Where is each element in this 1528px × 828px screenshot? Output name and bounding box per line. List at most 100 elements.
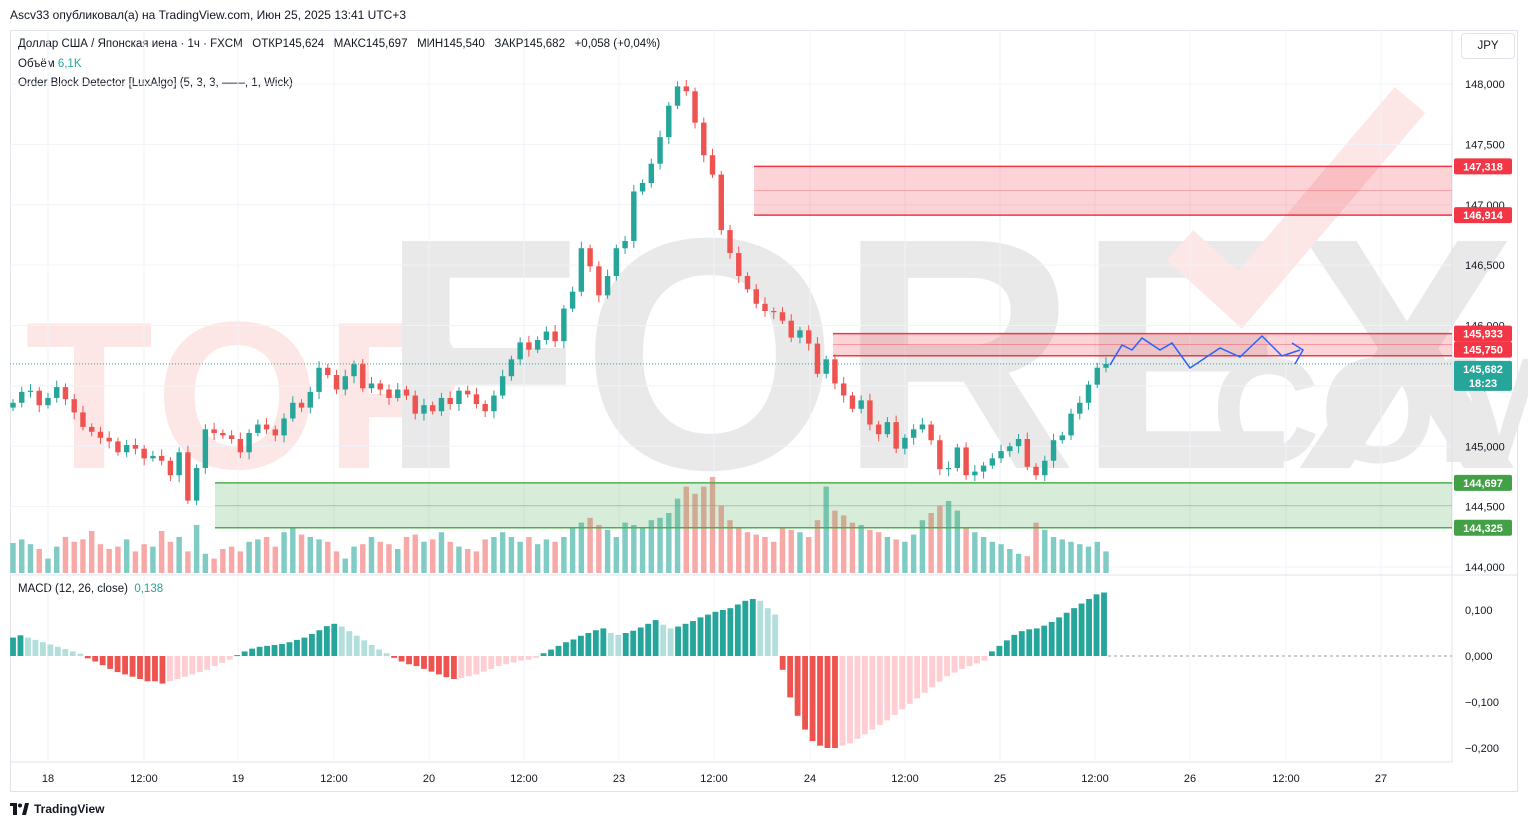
volume-bar	[62, 537, 69, 573]
volume-bar	[701, 486, 707, 573]
bearish-candle	[97, 431, 104, 438]
time-tick-label: 25	[994, 773, 1006, 785]
time-tick-label: 26	[1184, 773, 1196, 785]
macd-axis[interactable]: 0,100 0,000 −0,100 −0,200	[1465, 605, 1499, 755]
macd-legend[interactable]: MACD (12, 26, close) 0,138	[18, 583, 163, 595]
bearish-candle	[875, 424, 882, 435]
volume-bar	[27, 544, 34, 573]
publisher-line: Ascv33 опубликовал(а) на TradingView.com…	[10, 8, 407, 22]
macd-bar	[196, 656, 203, 673]
volume-bar	[255, 539, 261, 573]
macd-bar	[368, 644, 375, 656]
bearish-candle	[71, 399, 77, 413]
time-tick-label: 12:00	[320, 773, 348, 785]
volume-bar	[1077, 544, 1083, 573]
volume-bar	[97, 544, 104, 573]
time-axis[interactable]: 18 12:00 19 12:00 20 12:00 23 12:00 24 12:00 25 12:…	[42, 773, 1387, 785]
bullish-candle	[123, 445, 130, 453]
bearish-candle	[272, 429, 279, 436]
volume-bar	[867, 529, 873, 573]
order-block-zones	[10, 165, 1452, 529]
macd-bar	[996, 645, 1003, 656]
open-value: 145,624	[282, 38, 325, 50]
macd-bar	[286, 642, 293, 656]
macd-bar	[241, 651, 248, 656]
bear-zone2-top-badge-text: 145,933	[1463, 329, 1503, 341]
macd-bar	[779, 656, 786, 670]
macd-bar	[981, 656, 988, 661]
macd-bar	[47, 644, 54, 656]
time-tick-label: 12:00	[1081, 773, 1109, 785]
macd-bar	[891, 656, 898, 715]
volume-bar	[447, 541, 453, 573]
bearish-candle	[727, 230, 733, 254]
indicator-title: Order Block Detector [LuxAlgo] (5, 3, 3,…	[18, 77, 293, 89]
volume-bar	[840, 515, 847, 573]
symbol-ohlc-row[interactable]: Доллар США / Японская иена · 1ч · FXCM О…	[18, 35, 660, 55]
bullish-candle	[1103, 363, 1109, 368]
bullish-candle	[202, 429, 209, 468]
time-tick-label: 19	[232, 773, 244, 785]
macd-bar	[443, 656, 450, 678]
bear-zone-bottom-badge-text: 146,914	[1463, 210, 1504, 222]
volume-bar	[613, 537, 620, 573]
brand-name: TradingView	[34, 802, 105, 816]
tradingview-logo[interactable]: TradingView	[10, 802, 104, 816]
time-tick-label: 18	[42, 773, 54, 785]
bullish-candle	[884, 422, 891, 435]
macd-bar	[1048, 621, 1055, 656]
bearish-candle	[937, 440, 943, 470]
macd-bar	[869, 656, 876, 730]
forecast-path	[1109, 334, 1305, 370]
bearish-candle	[237, 439, 244, 453]
bearish-candle	[141, 448, 147, 459]
macd-tick-label: −0,200	[1465, 743, 1499, 755]
volume-bar	[823, 486, 829, 573]
bullish-candle	[456, 390, 462, 404]
volume-bar	[1050, 537, 1057, 573]
macd-bar	[152, 656, 158, 682]
bullish-candle	[631, 191, 637, 241]
bullish-candle	[290, 402, 296, 419]
volume-bar	[106, 549, 112, 573]
macd-bar	[959, 656, 965, 669]
volume-bar	[928, 513, 934, 573]
macd-bar	[167, 656, 173, 682]
time-tick-label: 24	[804, 773, 816, 785]
bullish-candle	[980, 465, 987, 472]
bearish-candle	[701, 122, 707, 156]
macd-bar	[122, 656, 129, 675]
volume-bar	[534, 544, 541, 573]
macd-bar	[861, 656, 868, 735]
bearish-candle	[552, 331, 558, 342]
indicator-row[interactable]: Order Block Detector [LuxAlgo] (5, 3, 3,…	[18, 74, 660, 94]
bullish-candle	[569, 291, 576, 309]
macd-bar	[406, 656, 412, 665]
macd-bar	[563, 642, 569, 656]
volume-bar	[666, 513, 672, 573]
macd-bar	[398, 656, 405, 662]
bullish-candle	[1094, 367, 1100, 385]
volume-bar	[508, 537, 515, 573]
bullish-candle	[1085, 384, 1092, 403]
currency-button[interactable]: JPY	[1461, 33, 1515, 59]
bearish-candle	[736, 253, 742, 276]
macd-bar	[473, 656, 480, 675]
bearish-candle	[762, 303, 768, 312]
volume-bar	[1024, 556, 1031, 573]
volume-bar	[298, 534, 305, 573]
bullish-candle	[281, 418, 287, 436]
volume-row[interactable]: Объём 6,1K	[18, 55, 660, 75]
macd-bar	[361, 640, 368, 656]
bearish-candle	[840, 383, 847, 396]
bearish-candle	[412, 395, 418, 414]
macd-bar	[832, 656, 838, 748]
volume-bar	[578, 522, 585, 573]
volume-bar	[473, 551, 480, 573]
macd-bar	[944, 656, 950, 677]
volume-bar	[263, 537, 270, 573]
volume-bar	[604, 529, 611, 573]
forecast-line	[1109, 334, 1301, 370]
bearish-candle	[788, 320, 794, 338]
